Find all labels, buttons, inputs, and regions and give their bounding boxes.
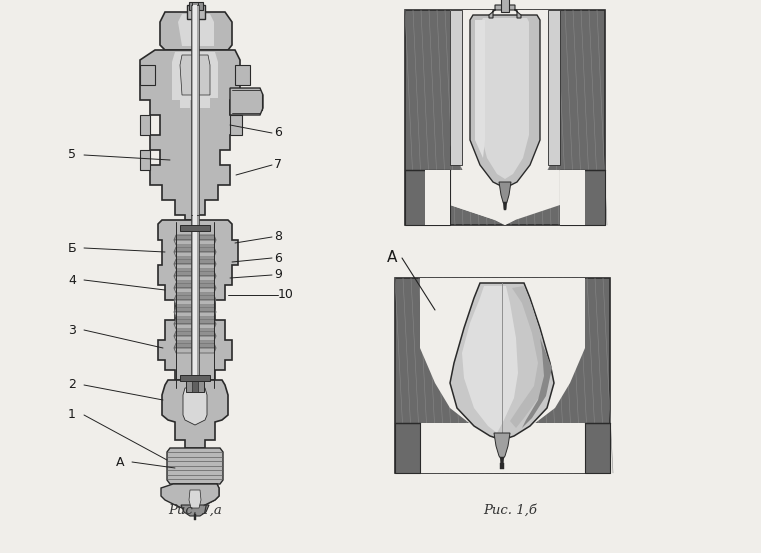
Text: 6: 6	[274, 127, 282, 139]
Bar	[425, 170, 450, 225]
Polygon shape	[174, 336, 216, 341]
Polygon shape	[475, 20, 485, 158]
Text: 7: 7	[274, 159, 282, 171]
Bar	[395, 278, 610, 473]
Polygon shape	[180, 55, 210, 95]
Polygon shape	[174, 288, 216, 293]
Polygon shape	[174, 271, 216, 276]
Text: 3: 3	[68, 324, 76, 336]
Polygon shape	[140, 65, 155, 85]
Text: 10: 10	[278, 289, 294, 301]
Polygon shape	[174, 264, 216, 269]
Polygon shape	[178, 14, 214, 46]
Bar	[180, 375, 210, 381]
Bar	[193, 215, 197, 390]
Polygon shape	[174, 312, 216, 317]
Polygon shape	[174, 319, 216, 324]
Bar	[191, 215, 199, 390]
Text: Рис. 1,а: Рис. 1,а	[168, 503, 222, 517]
Text: Б: Б	[68, 242, 76, 254]
Polygon shape	[174, 348, 216, 353]
Text: А: А	[387, 251, 397, 265]
Polygon shape	[450, 283, 554, 440]
Polygon shape	[174, 247, 216, 252]
Text: 2: 2	[68, 378, 76, 392]
Polygon shape	[235, 65, 250, 85]
Polygon shape	[174, 343, 216, 348]
Polygon shape	[489, 5, 521, 18]
Text: 1: 1	[68, 409, 76, 421]
Bar	[501, 0, 509, 12]
Polygon shape	[174, 300, 216, 305]
Polygon shape	[140, 115, 150, 135]
Polygon shape	[140, 150, 150, 170]
Polygon shape	[450, 170, 560, 225]
Polygon shape	[172, 52, 218, 108]
Polygon shape	[230, 88, 263, 115]
Text: 5: 5	[68, 149, 76, 161]
Polygon shape	[167, 448, 223, 484]
Text: 4: 4	[68, 274, 76, 286]
Polygon shape	[174, 240, 216, 245]
Text: 6: 6	[274, 252, 282, 264]
Polygon shape	[494, 433, 510, 460]
Polygon shape	[174, 307, 216, 312]
Bar	[450, 10, 462, 165]
Bar	[191, 5, 199, 215]
Polygon shape	[503, 202, 507, 210]
Text: Рис. 1,б: Рис. 1,б	[483, 503, 537, 517]
Bar	[180, 225, 210, 231]
Polygon shape	[162, 380, 228, 448]
Polygon shape	[174, 252, 216, 257]
Polygon shape	[194, 514, 196, 520]
Text: А: А	[116, 456, 124, 468]
Bar	[187, 5, 205, 19]
Text: 8: 8	[274, 231, 282, 243]
Polygon shape	[174, 324, 216, 329]
Bar	[560, 170, 605, 225]
Polygon shape	[173, 484, 219, 514]
Polygon shape	[230, 115, 242, 135]
Polygon shape	[140, 50, 240, 220]
Bar	[548, 10, 560, 165]
Polygon shape	[450, 10, 560, 200]
Polygon shape	[522, 338, 552, 428]
Polygon shape	[161, 484, 219, 510]
Polygon shape	[462, 286, 518, 433]
Bar	[405, 10, 605, 225]
Polygon shape	[189, 490, 201, 508]
Polygon shape	[174, 283, 216, 288]
Polygon shape	[174, 276, 216, 281]
Polygon shape	[174, 235, 216, 240]
Polygon shape	[450, 170, 560, 225]
Polygon shape	[420, 278, 585, 443]
Bar	[193, 5, 197, 215]
Polygon shape	[160, 12, 232, 50]
Bar	[189, 2, 203, 10]
Polygon shape	[158, 220, 238, 380]
Bar	[395, 423, 420, 473]
Bar	[405, 170, 450, 225]
Text: 9: 9	[274, 269, 282, 281]
Polygon shape	[174, 295, 216, 300]
Polygon shape	[500, 457, 504, 466]
Bar	[192, 378, 198, 392]
Polygon shape	[174, 259, 216, 264]
Polygon shape	[481, 18, 529, 179]
Polygon shape	[420, 423, 585, 473]
Polygon shape	[510, 286, 548, 428]
Polygon shape	[499, 182, 511, 205]
Polygon shape	[174, 331, 216, 336]
Polygon shape	[470, 15, 540, 188]
Bar	[186, 380, 204, 392]
Bar	[500, 463, 504, 469]
Polygon shape	[183, 388, 207, 425]
Bar	[560, 170, 585, 225]
Bar	[585, 423, 610, 473]
Polygon shape	[181, 505, 209, 516]
